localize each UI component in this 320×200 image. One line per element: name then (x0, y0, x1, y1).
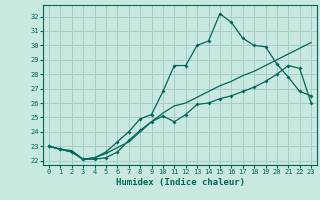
X-axis label: Humidex (Indice chaleur): Humidex (Indice chaleur) (116, 178, 244, 187)
